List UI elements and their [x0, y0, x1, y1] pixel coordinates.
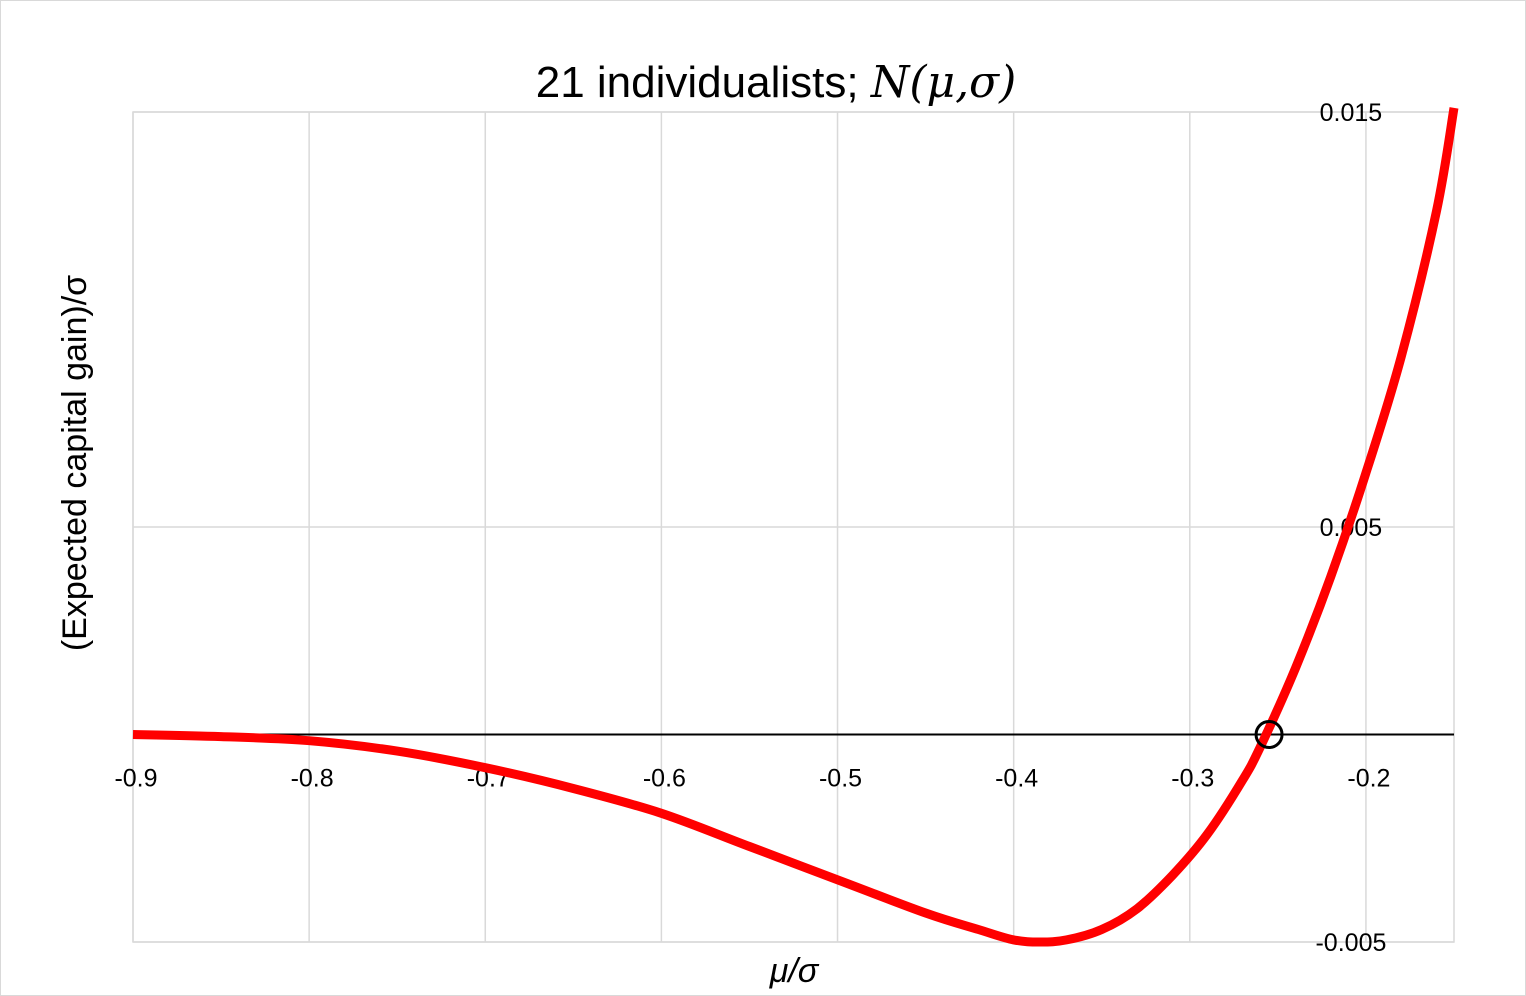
x-axis-label: μ/σ	[769, 952, 820, 990]
x-tick-label-1: -0.8	[291, 765, 334, 793]
marker-layer	[1254, 720, 1284, 749]
y-tick-label-0: -0.005	[1315, 929, 1386, 957]
y-axis-label: (Expected capital gain)/σ	[56, 275, 94, 651]
zero-crossing-marker	[1254, 720, 1284, 749]
x-tick-label-3: -0.6	[643, 765, 686, 793]
x-tick-label-6: -0.3	[1171, 765, 1214, 793]
x-tick-label-7: -0.2	[1347, 765, 1390, 793]
x-tick-label-4: -0.5	[819, 765, 862, 793]
x-tick-label-5: -0.4	[995, 765, 1038, 793]
x-tick-label-0: -0.9	[114, 765, 157, 793]
chart-title: 21 individualists; N(μ,σ)	[536, 57, 1017, 108]
series-line-0	[132, 107, 1459, 947]
y-tick-label-2: 0.015	[1320, 99, 1383, 127]
grid	[132, 111, 1455, 943]
x-tick-labels: -0.9 -0.8 -0.7 -0.6 -0.5 -0.4 -0.3 -0.2	[114, 765, 1390, 793]
series-layer	[132, 107, 1459, 947]
